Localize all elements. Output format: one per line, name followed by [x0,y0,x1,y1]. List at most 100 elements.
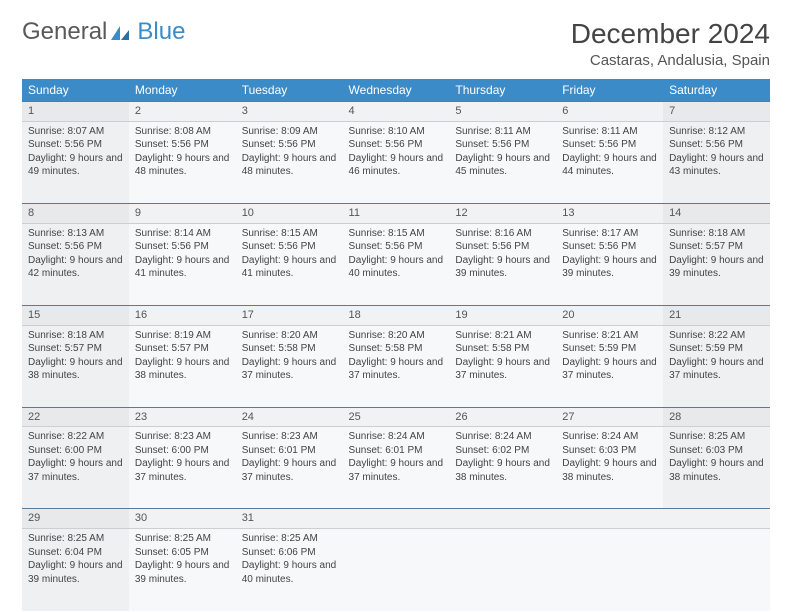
daylight-line: Daylight: 9 hours and 39 minutes. [455,254,550,281]
sunrise-line: Sunrise: 8:20 AM [242,329,337,343]
daylight-line: Daylight: 9 hours and 39 minutes. [135,559,230,586]
day-cell: Sunrise: 8:24 AMSunset: 6:02 PMDaylight:… [449,427,556,509]
sunrise-line: Sunrise: 8:20 AM [349,329,444,343]
sunrise-line: Sunrise: 8:23 AM [135,430,230,444]
sunset-line: Sunset: 5:56 PM [349,240,444,254]
day-number-cell: 24 [236,407,343,427]
sunset-line: Sunset: 5:56 PM [242,240,337,254]
sunset-line: Sunset: 5:58 PM [349,342,444,356]
daylight-line: Daylight: 9 hours and 45 minutes. [455,152,550,179]
day-header: Saturday [663,79,770,102]
day-number-cell [663,509,770,529]
day-header: Sunday [22,79,129,102]
sunrise-line: Sunrise: 8:09 AM [242,125,337,139]
sunrise-line: Sunrise: 8:22 AM [28,430,123,444]
day-number-cell: 4 [343,102,450,122]
sunset-line: Sunset: 5:56 PM [455,138,550,152]
day-cell: Sunrise: 8:14 AMSunset: 5:56 PMDaylight:… [129,223,236,305]
day-header: Monday [129,79,236,102]
week-row: Sunrise: 8:25 AMSunset: 6:04 PMDaylight:… [22,529,770,611]
day-cell: Sunrise: 8:18 AMSunset: 5:57 PMDaylight:… [22,325,129,407]
day-cell: Sunrise: 8:19 AMSunset: 5:57 PMDaylight:… [129,325,236,407]
daylight-line: Daylight: 9 hours and 37 minutes. [242,457,337,484]
day-number-cell: 15 [22,305,129,325]
sunrise-line: Sunrise: 8:12 AM [669,125,764,139]
daylight-line: Daylight: 9 hours and 38 minutes. [669,457,764,484]
day-cell [449,529,556,611]
sunset-line: Sunset: 5:58 PM [455,342,550,356]
day-number-cell: 27 [556,407,663,427]
day-cell: Sunrise: 8:16 AMSunset: 5:56 PMDaylight:… [449,223,556,305]
sunrise-line: Sunrise: 8:25 AM [242,532,337,546]
day-cell: Sunrise: 8:24 AMSunset: 6:01 PMDaylight:… [343,427,450,509]
sunset-line: Sunset: 5:56 PM [242,138,337,152]
day-number-cell: 8 [22,203,129,223]
day-header-row: Sunday Monday Tuesday Wednesday Thursday… [22,79,770,102]
day-number-cell: 14 [663,203,770,223]
calendar-table: Sunday Monday Tuesday Wednesday Thursday… [22,79,770,611]
day-cell: Sunrise: 8:15 AMSunset: 5:56 PMDaylight:… [343,223,450,305]
day-cell: Sunrise: 8:10 AMSunset: 5:56 PMDaylight:… [343,121,450,203]
day-cell: Sunrise: 8:24 AMSunset: 6:03 PMDaylight:… [556,427,663,509]
week-row: Sunrise: 8:07 AMSunset: 5:56 PMDaylight:… [22,121,770,203]
day-cell: Sunrise: 8:23 AMSunset: 6:00 PMDaylight:… [129,427,236,509]
sunset-line: Sunset: 6:00 PM [135,444,230,458]
day-cell: Sunrise: 8:22 AMSunset: 5:59 PMDaylight:… [663,325,770,407]
week-row: Sunrise: 8:13 AMSunset: 5:56 PMDaylight:… [22,223,770,305]
sunrise-line: Sunrise: 8:23 AM [242,430,337,444]
sunset-line: Sunset: 5:56 PM [135,138,230,152]
sunrise-line: Sunrise: 8:22 AM [669,329,764,343]
daylight-line: Daylight: 9 hours and 48 minutes. [242,152,337,179]
day-number-cell [556,509,663,529]
daylight-line: Daylight: 9 hours and 37 minutes. [669,356,764,383]
sunrise-line: Sunrise: 8:18 AM [669,227,764,241]
sunset-line: Sunset: 5:56 PM [135,240,230,254]
daylight-line: Daylight: 9 hours and 48 minutes. [135,152,230,179]
sunrise-line: Sunrise: 8:24 AM [562,430,657,444]
daylight-line: Daylight: 9 hours and 38 minutes. [455,457,550,484]
daylight-line: Daylight: 9 hours and 37 minutes. [455,356,550,383]
week-row: Sunrise: 8:18 AMSunset: 5:57 PMDaylight:… [22,325,770,407]
sunset-line: Sunset: 6:06 PM [242,546,337,560]
day-number-cell: 2 [129,102,236,122]
daylight-line: Daylight: 9 hours and 37 minutes. [242,356,337,383]
sunrise-line: Sunrise: 8:25 AM [135,532,230,546]
day-number-cell: 26 [449,407,556,427]
day-cell: Sunrise: 8:11 AMSunset: 5:56 PMDaylight:… [556,121,663,203]
day-cell: Sunrise: 8:13 AMSunset: 5:56 PMDaylight:… [22,223,129,305]
day-cell: Sunrise: 8:25 AMSunset: 6:03 PMDaylight:… [663,427,770,509]
sunrise-line: Sunrise: 8:11 AM [455,125,550,139]
sunset-line: Sunset: 6:01 PM [349,444,444,458]
day-cell: Sunrise: 8:23 AMSunset: 6:01 PMDaylight:… [236,427,343,509]
day-cell: Sunrise: 8:12 AMSunset: 5:56 PMDaylight:… [663,121,770,203]
day-cell: Sunrise: 8:15 AMSunset: 5:56 PMDaylight:… [236,223,343,305]
day-number-cell: 31 [236,509,343,529]
sunrise-line: Sunrise: 8:11 AM [562,125,657,139]
daylight-line: Daylight: 9 hours and 49 minutes. [28,152,123,179]
day-number-cell: 9 [129,203,236,223]
day-number-cell: 11 [343,203,450,223]
day-number-cell: 29 [22,509,129,529]
day-number-cell: 28 [663,407,770,427]
sunrise-line: Sunrise: 8:16 AM [455,227,550,241]
day-number-row: 22232425262728 [22,407,770,427]
sunset-line: Sunset: 5:56 PM [349,138,444,152]
day-cell: Sunrise: 8:20 AMSunset: 5:58 PMDaylight:… [343,325,450,407]
daylight-line: Daylight: 9 hours and 37 minutes. [562,356,657,383]
sunset-line: Sunset: 6:03 PM [562,444,657,458]
daylight-line: Daylight: 9 hours and 40 minutes. [349,254,444,281]
sunset-line: Sunset: 6:05 PM [135,546,230,560]
calendar-body: 1234567Sunrise: 8:07 AMSunset: 5:56 PMDa… [22,102,770,611]
sunset-line: Sunset: 5:56 PM [562,138,657,152]
sunrise-line: Sunrise: 8:14 AM [135,227,230,241]
sunrise-line: Sunrise: 8:18 AM [28,329,123,343]
sunset-line: Sunset: 5:56 PM [28,138,123,152]
sunrise-line: Sunrise: 8:08 AM [135,125,230,139]
day-number-cell: 5 [449,102,556,122]
sunrise-line: Sunrise: 8:17 AM [562,227,657,241]
daylight-line: Daylight: 9 hours and 38 minutes. [135,356,230,383]
day-cell: Sunrise: 8:07 AMSunset: 5:56 PMDaylight:… [22,121,129,203]
daylight-line: Daylight: 9 hours and 41 minutes. [135,254,230,281]
day-number-row: 1234567 [22,102,770,122]
logo-text-part2: Blue [137,18,185,46]
